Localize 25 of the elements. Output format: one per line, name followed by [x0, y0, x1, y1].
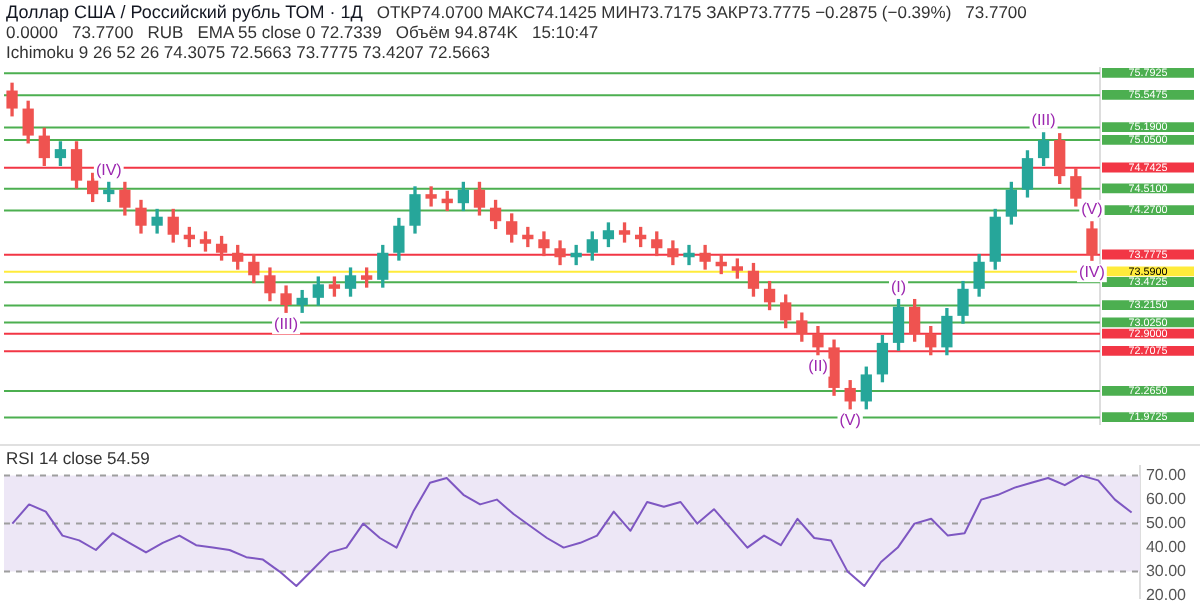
annotation: (V) — [1081, 200, 1104, 219]
text: EMA 55 close 0 72.7339 — [197, 22, 382, 42]
annotation: (IV) — [95, 160, 123, 179]
text: Ichimoku 9 26 52 26 74.3075 72.5663 73.7775 73.4207 72.5663 — [6, 42, 490, 62]
y-tick-label: 30.00 — [1145, 562, 1188, 581]
chart-title: Доллар США / Российский рубль ТОМ · 1Д — [6, 2, 363, 22]
text: RUB — [147, 22, 184, 42]
annotation: (II) — [808, 357, 829, 376]
y-tick-label: 70.00 — [1145, 466, 1188, 485]
annotation: (V) — [839, 411, 862, 430]
annotation: (III) — [274, 314, 299, 333]
y-tick-label: 60.00 — [1145, 490, 1188, 509]
annotation: (III) — [1031, 111, 1057, 130]
chart-subtitle: ОТКР74.0700 МАКС74.1425 МИН73.7175 ЗАКР73.7775 −0.2875 (−0.39%) — [376, 2, 952, 22]
y-tick-label: 40.00 — [1145, 538, 1188, 557]
text: 73.7700 — [965, 2, 1027, 22]
annotation: (IV) — [1079, 262, 1106, 281]
annotation: RSI 14 close 54.59 — [6, 448, 150, 468]
text: 15:10:47 — [531, 22, 599, 42]
y-tick-label: 20.00 — [1145, 586, 1188, 605]
annotation: (I) — [890, 278, 907, 297]
text: 0.0000 — [6, 22, 58, 42]
text: 73.7700 — [72, 22, 134, 42]
y-tick-label: 50.00 — [1145, 514, 1188, 533]
text: Объём 94.874K — [395, 22, 518, 42]
